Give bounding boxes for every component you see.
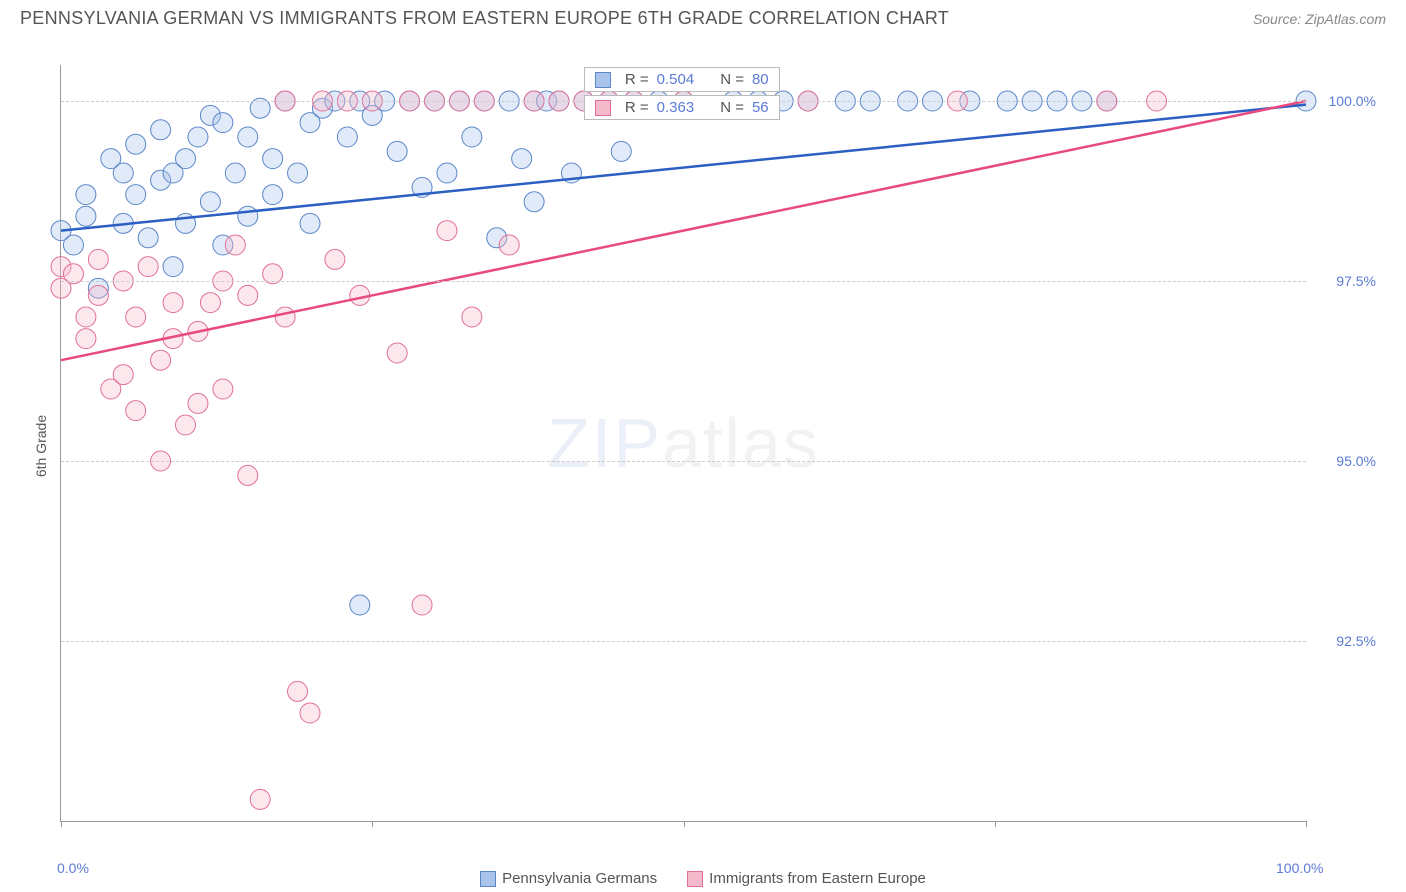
n-label: N = xyxy=(720,71,744,88)
data-point xyxy=(462,127,482,147)
y-tick-label: 97.5% xyxy=(1336,273,1376,289)
n-label: N = xyxy=(720,99,744,116)
data-point xyxy=(263,185,283,205)
data-point xyxy=(238,206,258,226)
data-point xyxy=(213,379,233,399)
data-point xyxy=(462,307,482,327)
data-point xyxy=(225,163,245,183)
data-point xyxy=(325,249,345,269)
data-point xyxy=(200,293,220,313)
legend-label: Immigrants from Eastern Europe xyxy=(709,870,926,887)
data-point xyxy=(151,350,171,370)
x-tick xyxy=(61,821,62,827)
data-point xyxy=(188,393,208,413)
data-point xyxy=(288,163,308,183)
chart-title: PENNSYLVANIA GERMAN VS IMMIGRANTS FROM E… xyxy=(20,8,949,29)
series-swatch xyxy=(595,72,611,88)
data-point xyxy=(200,192,220,212)
n-value: 80 xyxy=(752,71,769,88)
data-point xyxy=(113,163,133,183)
data-point xyxy=(88,285,108,305)
data-point xyxy=(88,249,108,269)
data-point xyxy=(337,127,357,147)
data-point xyxy=(138,228,158,248)
data-point xyxy=(350,595,370,615)
regression-line xyxy=(61,105,1306,231)
series-swatch xyxy=(595,100,611,116)
data-point xyxy=(76,206,96,226)
r-label: R = xyxy=(625,99,649,116)
x-tick xyxy=(372,821,373,827)
data-point xyxy=(151,120,171,140)
r-label: R = xyxy=(625,71,649,88)
correlation-info-box: R = 0.504 N = 80 xyxy=(584,67,780,92)
scatter-svg xyxy=(61,65,1306,821)
y-tick-label: 92.5% xyxy=(1336,633,1376,649)
data-point xyxy=(499,235,519,255)
legend: Pennsylvania Germans Immigrants from East… xyxy=(0,870,1406,887)
data-point xyxy=(163,293,183,313)
data-point xyxy=(437,221,457,241)
data-point xyxy=(611,141,631,161)
data-point xyxy=(250,789,270,809)
data-point xyxy=(263,149,283,169)
n-value: 56 xyxy=(752,99,769,116)
data-point xyxy=(76,307,96,327)
data-point xyxy=(126,401,146,421)
r-value: 0.504 xyxy=(657,71,695,88)
r-value: 0.363 xyxy=(657,99,695,116)
chart-container: 6th Grade ZIPatlas 92.5%95.0%97.5%100.0%… xyxy=(20,40,1386,852)
data-point xyxy=(188,127,208,147)
gridline-h xyxy=(61,461,1306,462)
data-point xyxy=(76,329,96,349)
data-point xyxy=(76,185,96,205)
correlation-info-box: R = 0.363 N = 56 xyxy=(584,95,780,120)
data-point xyxy=(437,163,457,183)
data-point xyxy=(238,465,258,485)
y-tick-label: 95.0% xyxy=(1336,453,1376,469)
y-axis-label: 6th Grade xyxy=(33,415,49,477)
data-point xyxy=(113,365,133,385)
data-point xyxy=(63,235,83,255)
plot-area: ZIPatlas 92.5%95.0%97.5%100.0%0.0%100.0%… xyxy=(60,65,1306,822)
x-tick xyxy=(995,821,996,827)
data-point xyxy=(126,307,146,327)
data-point xyxy=(213,113,233,133)
legend-item: Pennsylvania Germans xyxy=(480,870,657,887)
data-point xyxy=(512,149,532,169)
x-tick xyxy=(684,821,685,827)
data-point xyxy=(238,285,258,305)
data-point xyxy=(176,415,196,435)
data-point xyxy=(138,257,158,277)
gridline-h xyxy=(61,641,1306,642)
data-point xyxy=(288,681,308,701)
data-point xyxy=(300,703,320,723)
legend-swatch xyxy=(687,871,703,887)
data-point xyxy=(524,192,544,212)
data-point xyxy=(126,185,146,205)
data-point xyxy=(387,343,407,363)
data-point xyxy=(412,595,432,615)
chart-header: PENNSYLVANIA GERMAN VS IMMIGRANTS FROM E… xyxy=(0,0,1406,37)
chart-source: Source: ZipAtlas.com xyxy=(1253,11,1386,27)
data-point xyxy=(275,307,295,327)
data-point xyxy=(238,127,258,147)
data-point xyxy=(225,235,245,255)
data-point xyxy=(176,149,196,169)
data-point xyxy=(387,141,407,161)
legend-label: Pennsylvania Germans xyxy=(502,870,657,887)
data-point xyxy=(163,257,183,277)
x-tick xyxy=(1306,821,1307,827)
legend-swatch xyxy=(480,871,496,887)
y-tick-label: 100.0% xyxy=(1329,93,1376,109)
legend-item: Immigrants from Eastern Europe xyxy=(687,870,926,887)
data-point xyxy=(126,134,146,154)
data-point xyxy=(300,213,320,233)
gridline-h xyxy=(61,281,1306,282)
